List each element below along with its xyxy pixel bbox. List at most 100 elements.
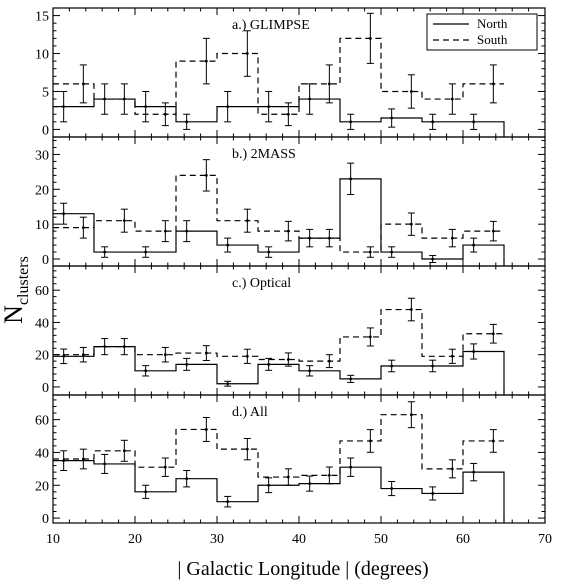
error-bar [388,246,396,258]
data-point [409,308,413,311]
data-point [144,490,148,494]
y-tick-label: 10 [35,48,49,63]
error-bar [101,83,109,115]
error-bar [489,220,497,242]
legend-north-label: North [477,16,508,31]
error-bar [120,439,128,462]
error-bar [142,246,150,258]
data-point [267,250,271,254]
data-point [62,354,66,358]
y-tick-label: 20 [35,183,49,198]
error-bar [407,401,415,429]
data-point [144,250,148,254]
error-bar [429,255,437,264]
error-bar [183,469,191,488]
north-step-line [53,178,505,266]
data-point [185,120,189,124]
error-bar [265,90,273,123]
error-bar [120,338,128,356]
x-tick-label: 40 [292,532,306,547]
data-point [81,226,85,230]
y-tick-label: 20 [35,479,49,494]
data-point [163,112,167,116]
series-north [53,83,505,137]
series-south [53,12,504,127]
data-point [472,350,476,353]
data-point [368,250,372,254]
data-point [81,457,85,461]
panel-frame [52,265,546,396]
error-bar [101,453,109,474]
series-south [53,401,504,486]
data-point [491,229,495,233]
y-tick-label: 15 [35,10,49,25]
error-bar [243,30,251,77]
error-bar [325,64,333,104]
error-bar [202,37,210,85]
error-bar [142,90,150,123]
error-bar [202,416,210,442]
error-bar [142,365,150,377]
error-bar [448,228,456,248]
error-bar [448,348,456,364]
data-point [349,177,353,181]
data-point [491,332,495,336]
data-point [308,369,312,373]
y-axis-label: Nclusters [0,256,32,324]
error-bar [161,102,169,127]
south-step-line [53,308,504,362]
panel-title: d.) All [232,405,268,420]
error-bar [366,12,374,64]
error-bar [429,359,437,373]
error-bar [202,345,210,361]
error-bar [325,354,333,369]
error-bar [284,468,292,486]
data-point [185,229,189,233]
error-bar [183,220,191,243]
error-bar [202,159,210,192]
error-bar [470,343,478,360]
error-bar [265,246,273,258]
data-point [431,257,435,261]
data-point [308,482,312,486]
series-south [53,159,504,258]
error-bar [306,475,314,492]
data-point [327,82,331,86]
data-point [327,474,331,477]
data-point [491,439,495,443]
legend-south-label: South [477,32,508,47]
data-point [450,97,454,101]
error-bar [60,202,68,225]
data-point [409,90,413,93]
data-point [308,97,312,101]
data-point [368,439,372,443]
error-bar [407,74,415,109]
data-point [409,413,413,417]
y-tick-label: 60 [35,284,49,299]
error-bar [243,348,251,364]
data-point [185,477,189,481]
data-point [226,105,230,109]
data-point [122,345,126,349]
data-point [204,428,208,431]
data-point [431,120,435,124]
panel-2: 0 10 20 30 b.) 2MASS [35,136,546,268]
x-axis-label: | Galactic Longitude | (degrees) [177,558,428,580]
y-tick-label: 0 [42,253,49,268]
error-bar [448,83,456,115]
error-bar [284,102,292,127]
legend-box [426,13,538,51]
y-tick-label: 0 [42,381,49,396]
data-point [267,362,271,366]
data-point [286,358,290,361]
data-point [349,465,353,469]
data-point [81,353,85,357]
error-bar [224,237,232,253]
x-tick-label: 60 [456,532,470,547]
data-point [103,462,107,466]
data-point [390,487,394,490]
